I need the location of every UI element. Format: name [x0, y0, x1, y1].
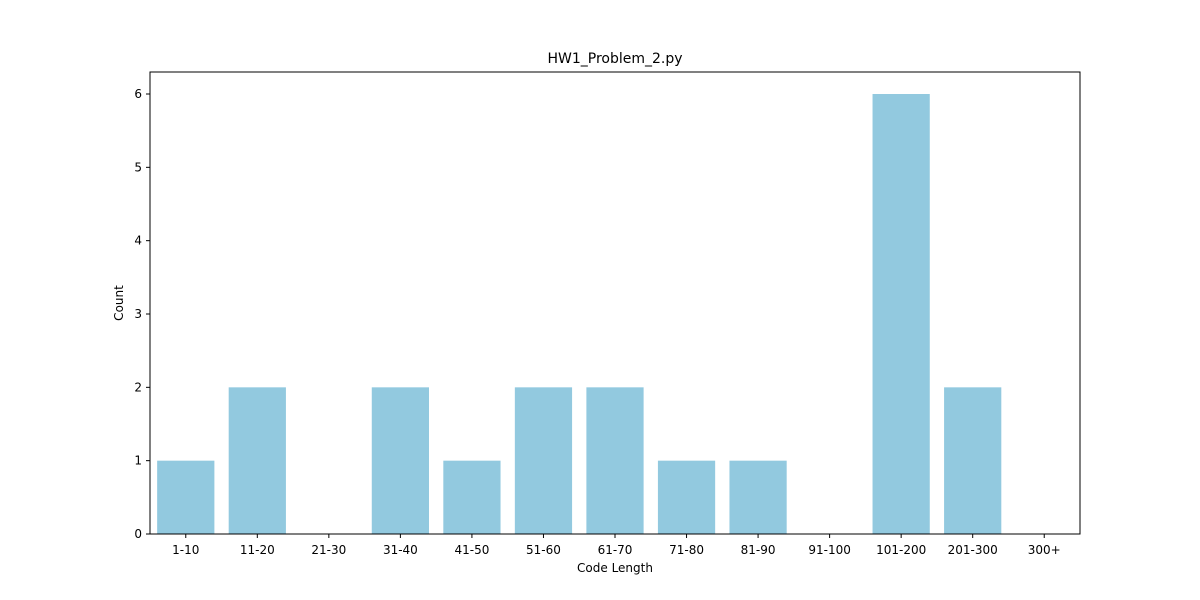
y-tick-label: 2: [134, 380, 142, 394]
y-tick-label: 0: [134, 527, 142, 541]
x-tick-label: 61-70: [598, 543, 633, 557]
x-tick-label: 31-40: [383, 543, 418, 557]
x-axis-title: Code Length: [577, 561, 653, 575]
x-tick-label: 11-20: [240, 543, 275, 557]
chart-title: HW1_Problem_2.py: [547, 51, 682, 67]
bar-61-70: [586, 387, 644, 534]
bar-101-200: [872, 94, 930, 534]
x-tick-label: 51-60: [526, 543, 561, 557]
bar-11-20: [228, 387, 286, 534]
x-tick-label: 300+: [1028, 543, 1061, 557]
y-tick-label: 5: [134, 160, 142, 174]
bar-1-10: [157, 460, 215, 534]
x-tick-label: 201-300: [948, 543, 998, 557]
y-axis-ticks: 0 1 2 3 4 5 6: [134, 87, 150, 541]
bar-201-300: [944, 387, 1002, 534]
x-tick-label: 81-90: [741, 543, 776, 557]
plot-frame: [149, 71, 1081, 535]
x-tick-label: 41-50: [454, 543, 489, 557]
bar-81-90: [729, 460, 787, 534]
bar-41-50: [443, 460, 501, 534]
x-tick-label: 101-200: [876, 543, 926, 557]
bar-51-60: [514, 387, 573, 534]
y-tick-label: 4: [134, 234, 142, 248]
bars-layer: [157, 94, 1002, 534]
y-tick-label: 3: [134, 307, 142, 321]
bar-31-40: [371, 387, 429, 534]
bar-71-80: [657, 460, 716, 534]
x-tick-label: 1-10: [172, 543, 199, 557]
x-tick-label: 71-80: [669, 543, 704, 557]
y-tick-label: 1: [134, 454, 142, 468]
y-axis-title: Count: [112, 285, 126, 321]
x-axis-ticks: 1-10 11-20 21-30 31-40 41-50 51-60 61-70 71-80 8…: [172, 534, 1061, 557]
y-tick-label: 6: [134, 87, 142, 101]
x-tick-label: 21-30: [311, 543, 346, 557]
x-tick-label: 91-100: [808, 543, 851, 557]
